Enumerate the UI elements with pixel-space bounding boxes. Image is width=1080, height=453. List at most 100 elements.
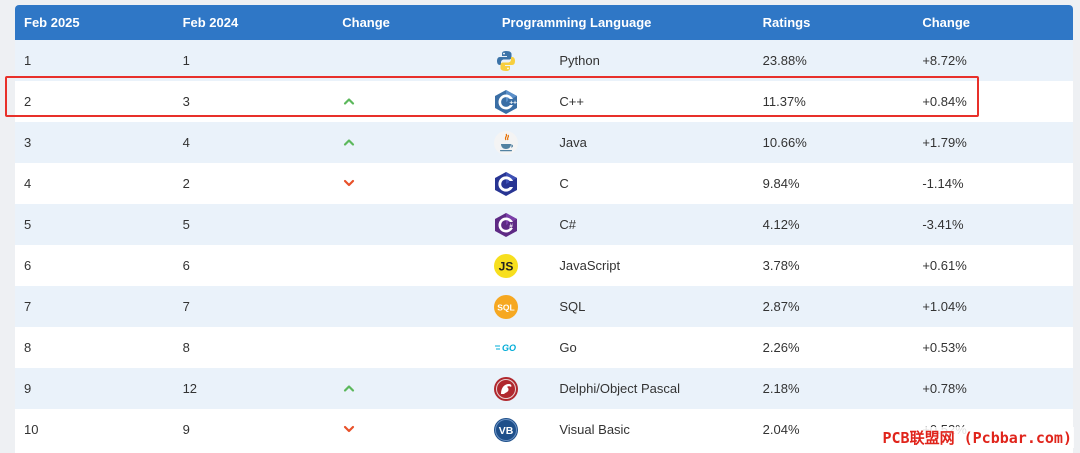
- language-logo-cell: [493, 368, 550, 409]
- rating-value: 2.18%: [762, 381, 800, 396]
- trend-down-icon: [344, 179, 355, 187]
- trend-cell: [333, 163, 493, 204]
- trend-cell: [333, 409, 493, 450]
- language-name[interactable]: C#: [559, 217, 576, 232]
- table-row[interactable]: 1 1 Python 23.88% +8.72%: [15, 40, 1073, 81]
- language-name[interactable]: SQL: [559, 299, 586, 314]
- change-value: +8.72%: [922, 53, 967, 68]
- rating-value: 11.37%: [762, 94, 806, 109]
- current-rank: 4: [24, 176, 32, 191]
- previous-rank: 3: [182, 94, 190, 109]
- header-current-rank[interactable]: Feb 2025: [24, 15, 80, 30]
- language-name[interactable]: Visual Basic: [559, 422, 630, 437]
- table-row[interactable]: 2 3 ++ C++ 11.37% +0.84%: [15, 81, 1073, 122]
- ranking-table: Feb 2025 Feb 2024 Change Programming Lan…: [15, 5, 1073, 450]
- language-name[interactable]: Delphi/Object Pascal: [559, 381, 681, 396]
- trend-cell: [333, 368, 493, 409]
- header-language[interactable]: Programming Language: [501, 15, 652, 30]
- trend-cell: [333, 122, 493, 163]
- go-logo-icon: GO: [494, 335, 550, 361]
- python-logo-icon: [496, 48, 550, 74]
- table-row[interactable]: 5 5 # C# 4.12% -3.41%: [15, 204, 1073, 245]
- svg-text:#: #: [509, 223, 513, 230]
- rating-value: 4.12%: [762, 217, 800, 232]
- java-logo-icon: [493, 130, 550, 156]
- rating-value: 3.78%: [762, 258, 800, 273]
- ranking-table-container: Feb 2025 Feb 2024 Change Programming Lan…: [15, 5, 1073, 453]
- current-rank: 6: [24, 258, 32, 273]
- header-previous-rank[interactable]: Feb 2024: [182, 15, 239, 30]
- language-name[interactable]: Go: [559, 340, 577, 355]
- javascript-logo-icon: JS: [493, 253, 550, 279]
- change-value: +0.61%: [922, 258, 967, 273]
- csharp-logo-icon: #: [494, 212, 550, 238]
- change-value: -1.14%: [922, 176, 964, 191]
- trend-cell: [333, 327, 493, 368]
- rating-value: 9.84%: [762, 176, 800, 191]
- trend-cell: [333, 40, 493, 81]
- table-row[interactable]: 3 4 Java 10.66% +1.79%: [15, 122, 1073, 163]
- rating-value: 23.88%: [762, 53, 807, 68]
- previous-rank: 6: [182, 258, 190, 273]
- delphi-logo-icon: [493, 376, 550, 402]
- change-value: +0.84%: [922, 94, 967, 109]
- language-name[interactable]: C++: [559, 94, 584, 109]
- language-logo-cell: [493, 40, 550, 81]
- header-change-pct[interactable]: Change: [922, 15, 970, 30]
- header-ratings[interactable]: Ratings: [762, 15, 811, 30]
- header-change[interactable]: Change: [342, 15, 390, 30]
- svg-text:GO: GO: [502, 343, 516, 353]
- current-rank: 8: [24, 340, 32, 355]
- table-row[interactable]: 7 7 SQL SQL 2.87% +1.04%: [15, 286, 1073, 327]
- header-row: Feb 2025 Feb 2024 Change Programming Lan…: [15, 5, 1073, 40]
- current-rank: 7: [24, 299, 32, 314]
- change-value: +1.79%: [922, 135, 967, 150]
- current-rank: 2: [24, 94, 32, 109]
- rating-value: 2.87%: [762, 299, 800, 314]
- trend-cell: [333, 204, 493, 245]
- visual-basic-logo-icon: VB: [493, 417, 550, 443]
- svg-text:VB: VB: [499, 425, 514, 437]
- change-value: +0.78%: [922, 381, 967, 396]
- language-logo-cell: [493, 122, 550, 163]
- table-row[interactable]: 9 12 Delphi/Object Pascal 2.18% +0.78%: [15, 368, 1073, 409]
- current-rank: 1: [24, 53, 32, 68]
- current-rank: 5: [24, 217, 32, 232]
- change-value: +0.53%: [922, 340, 967, 355]
- previous-rank: 1: [182, 53, 190, 68]
- table-row[interactable]: 4 2 C 9.84% -1.14%: [15, 163, 1073, 204]
- language-logo-cell: ++: [493, 81, 550, 122]
- svg-text:SQL: SQL: [497, 303, 514, 313]
- trend-down-icon: [344, 425, 355, 433]
- previous-rank: 9: [182, 422, 190, 437]
- c-logo-icon: [494, 171, 550, 197]
- language-name[interactable]: C: [559, 176, 569, 191]
- trend-cell: [333, 245, 493, 286]
- trend-cell: [333, 286, 493, 327]
- previous-rank: 2: [182, 176, 190, 191]
- language-logo-cell: #: [493, 204, 550, 245]
- rating-value: 2.04%: [762, 422, 800, 437]
- current-rank: 3: [24, 135, 32, 150]
- svg-text:JS: JS: [499, 260, 514, 274]
- current-rank: 9: [24, 381, 32, 396]
- watermark: PCB联盟网 (Pcbbar.com): [880, 427, 1074, 448]
- language-logo-cell: GO: [493, 327, 550, 368]
- language-name[interactable]: JavaScript: [559, 258, 621, 273]
- trend-up-icon: [344, 98, 355, 105]
- language-name[interactable]: Python: [559, 53, 600, 68]
- language-logo-cell: [493, 163, 550, 204]
- previous-rank: 7: [182, 299, 190, 314]
- language-name[interactable]: Java: [559, 135, 587, 150]
- previous-rank: 12: [182, 381, 198, 396]
- change-value: -3.41%: [922, 217, 964, 232]
- rating-value: 2.26%: [762, 340, 800, 355]
- cpp-logo-icon: ++: [494, 89, 550, 115]
- sql-logo-icon: SQL: [493, 294, 550, 320]
- table-row[interactable]: 6 6 JS JavaScript 3.78% +0.61%: [15, 245, 1073, 286]
- language-logo-cell: JS: [493, 245, 550, 286]
- previous-rank: 4: [182, 135, 190, 150]
- table-row[interactable]: 8 8 GO Go 2.26% +0.53%: [15, 327, 1073, 368]
- trend-up-icon: [344, 139, 355, 146]
- previous-rank: 8: [182, 340, 190, 355]
